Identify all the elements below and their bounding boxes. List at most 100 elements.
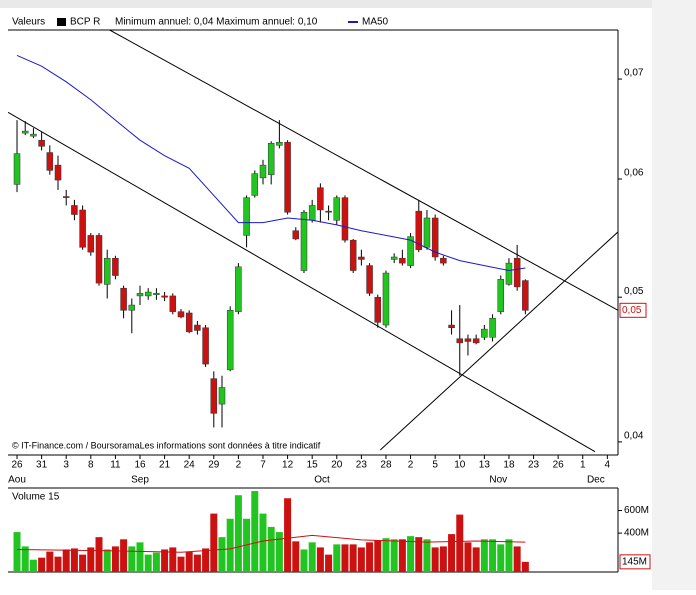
volume-bar [349,544,357,572]
volume-bar [308,542,316,572]
last-price-box [619,302,647,318]
last-price-label: 0,05 [622,305,642,316]
month-label: Dec [587,475,605,486]
volume-bar [407,536,415,572]
x-tick-label: 3 [63,460,69,471]
volume-bar [169,547,177,572]
candle-body [415,210,423,250]
candle-body [276,141,283,146]
volume-bar [29,559,37,572]
x-tick-label: 24 [184,460,196,471]
x-tick-label: 31 [36,460,48,471]
volume-bar [521,561,529,572]
trendline [109,30,618,311]
volume-ma-line [17,534,526,553]
candle-body [194,324,201,331]
volume-bar [38,557,46,572]
candle-body [202,327,209,365]
candle-body [218,387,226,405]
candle-body [423,217,431,248]
candle-body [390,256,398,260]
candle-body [144,291,152,297]
volume-bar [95,537,103,572]
volume-bar [21,546,29,572]
candle-body [103,257,111,285]
x-tick-label: 4 [605,460,611,471]
x-tick-label: 28 [380,460,392,471]
y-tick-label: 0,04 [624,431,644,442]
volume-bar [70,548,78,572]
trendline [379,231,618,451]
candle-body [226,310,234,371]
x-tick-label: 26 [553,460,565,471]
x-tick-label: 5 [432,460,438,471]
candle-body [300,212,308,271]
x-tick-label: 23 [528,460,540,471]
legend-entry: MA50 [362,17,389,28]
volume-bar [144,554,152,572]
candle-body [259,164,267,179]
volume-bar [259,513,267,572]
candle-body [128,304,136,311]
month-label: Oct [314,475,330,486]
candle-body [489,318,496,338]
volume-bar [513,546,521,572]
x-tick-label: 21 [159,460,171,471]
candle-body [317,187,324,211]
legend-swatch [57,18,66,26]
candle-body [136,293,144,297]
volume-bar [341,544,349,572]
volume-bar [333,544,341,572]
candle-body [308,205,316,221]
volume-bar [423,539,431,572]
volume-bar [87,547,95,572]
x-tick-label: 20 [331,460,343,471]
x-tick-label: 13 [479,460,491,471]
volume-bar [152,552,160,572]
volume-bar [480,539,488,572]
candle-body [358,256,365,260]
volume-bar [54,556,62,572]
last-volume-label: 145M [622,556,647,567]
volume-bar [366,542,374,572]
volume-bar [357,547,365,572]
volume-bar [46,551,54,572]
volume-bar [448,534,456,572]
candle-body [448,324,455,328]
volume-bar [382,538,390,572]
volume-bar [267,526,275,572]
volume-bar [292,541,300,572]
y-tick-label: 0,06 [624,168,644,179]
candle-body [13,153,21,185]
candle-body [30,133,37,137]
candle-body [481,328,488,338]
volume-bar [325,554,333,572]
x-tick-label: 8 [88,460,94,471]
candle-body [267,143,275,175]
volume-bar [218,537,226,572]
candle-body [169,295,177,312]
volume-bar [103,549,111,572]
x-tick-label: 15 [307,460,319,471]
candle-body [399,257,406,264]
side-strip [652,0,696,590]
legend-title: Valeurs [12,17,45,28]
ma-line [16,54,526,272]
candle-body [349,239,357,271]
legend-entry: BCP R [70,17,100,28]
volume-bar [13,532,21,572]
month-label: Sep [131,475,149,486]
volume-bar [431,547,439,572]
volume-bar [79,554,87,572]
volume-title: Volume 15 [12,492,60,503]
candle-body [382,272,390,326]
x-tick-label: 26 [11,460,23,471]
volume-bar [202,548,210,572]
y-tick-label: 600M [624,505,649,516]
x-tick-label: 29 [208,460,220,471]
volume-bar [374,540,382,572]
candle-body [112,257,119,276]
candle-body [177,311,185,318]
candle-body [21,130,29,134]
